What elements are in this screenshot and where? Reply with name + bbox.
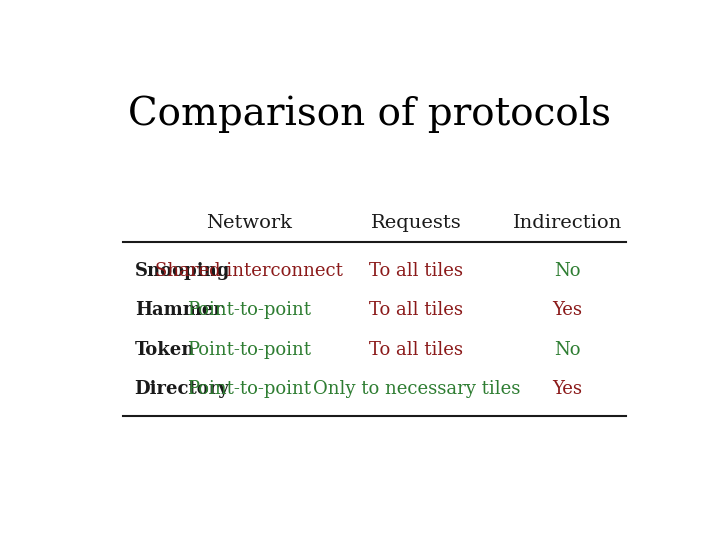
Text: Comparison of protocols: Comparison of protocols bbox=[127, 96, 611, 133]
Text: Token: Token bbox=[135, 341, 195, 359]
Text: No: No bbox=[554, 261, 580, 280]
Text: No: No bbox=[554, 341, 580, 359]
Text: Shared interconnect: Shared interconnect bbox=[155, 261, 343, 280]
Text: To all tiles: To all tiles bbox=[369, 301, 464, 319]
Text: Point-to-point: Point-to-point bbox=[187, 380, 311, 398]
Text: Only to necessary tiles: Only to necessary tiles bbox=[312, 380, 520, 398]
Text: Point-to-point: Point-to-point bbox=[187, 341, 311, 359]
Text: Point-to-point: Point-to-point bbox=[187, 301, 311, 319]
Text: Network: Network bbox=[206, 214, 292, 232]
Text: Yes: Yes bbox=[552, 301, 582, 319]
Text: Yes: Yes bbox=[552, 380, 582, 398]
Text: Directory: Directory bbox=[135, 380, 230, 398]
Text: Requests: Requests bbox=[371, 214, 462, 232]
Text: Indirection: Indirection bbox=[513, 214, 621, 232]
Text: To all tiles: To all tiles bbox=[369, 341, 464, 359]
Text: Hammer: Hammer bbox=[135, 301, 222, 319]
Text: To all tiles: To all tiles bbox=[369, 261, 464, 280]
Text: Snooping: Snooping bbox=[135, 261, 230, 280]
